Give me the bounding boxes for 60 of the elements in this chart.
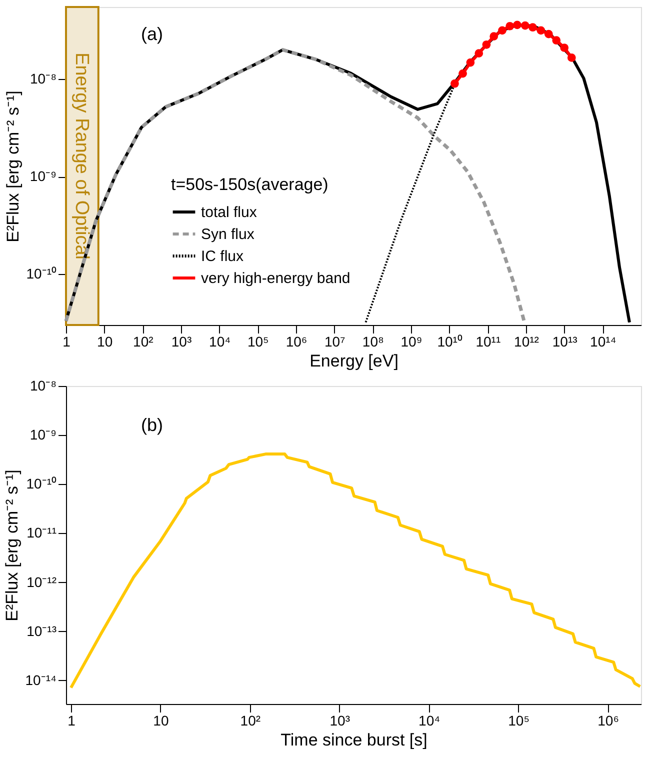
- y-tick-label: 10⁻¹²: [26, 574, 57, 590]
- x-tick-label: 10²: [240, 712, 261, 728]
- y-tick-label: 10⁻¹⁰: [26, 476, 56, 492]
- x-tick-label: 10⁹: [400, 334, 422, 350]
- point: [528, 23, 537, 32]
- annotation: (a): [141, 24, 163, 44]
- x-tick-label: 1: [62, 334, 71, 350]
- point: [498, 26, 506, 35]
- y-tick-label: 10⁻¹¹: [26, 524, 57, 541]
- y-axis-title: E²Flux [erg cm⁻² s⁻¹]: [3, 90, 22, 242]
- x-tick-label: 10⁴: [209, 334, 231, 350]
- x-tick-label: 10¹²: [514, 334, 540, 350]
- y-tick-label: 10⁻¹³: [26, 622, 57, 639]
- point: [520, 21, 530, 30]
- x-axis-title: Energy [eV]: [310, 352, 398, 370]
- annotation: (b): [141, 415, 163, 435]
- point: [536, 26, 546, 35]
- point: [458, 69, 467, 78]
- point: [506, 22, 514, 30]
- x-tick-label: 10²: [133, 334, 154, 350]
- x-tick-label: 10⁵: [247, 334, 269, 350]
- x-tick-label: 10¹³: [552, 334, 578, 350]
- point: [474, 49, 484, 58]
- x-tick-label: 10⁷: [324, 334, 346, 350]
- x-tick-label: 10³: [330, 712, 350, 728]
- point: [466, 58, 475, 67]
- x-axis-title: Time since burst [s]: [280, 730, 428, 750]
- y-tick-label: 10⁻⁸: [30, 70, 57, 87]
- y-axis-title: E²Flux [erg cm⁻² s⁻¹]: [2, 470, 22, 622]
- legend-title: t=50s-150s(average): [171, 175, 328, 194]
- y-tick-label: 10⁻⁹: [30, 426, 56, 443]
- x-tick-label: 10¹⁴: [590, 334, 616, 350]
- x-tick-label: 10⁶: [286, 334, 308, 350]
- x-tick-label: 10⁵: [508, 712, 530, 728]
- x-tick-label: 10¹⁰: [437, 334, 462, 350]
- point: [552, 36, 561, 45]
- point: [567, 54, 576, 62]
- y-tick-label: 10⁻⁸: [30, 378, 57, 394]
- point: [513, 20, 522, 30]
- legend-label: very high-energy band: [201, 270, 350, 287]
- x-tick-label: 10⁸: [362, 334, 384, 350]
- x-tick-label: 10⁴: [418, 712, 440, 728]
- x-tick-label: 10: [97, 334, 113, 350]
- point: [490, 32, 498, 41]
- point: [560, 44, 569, 52]
- y-tick-label: 10⁻¹⁰: [26, 266, 56, 282]
- legend-label: IC flux: [201, 248, 244, 265]
- legend-label: Syn flux: [201, 226, 255, 243]
- point: [450, 79, 459, 88]
- point: [544, 30, 553, 38]
- x-tick-label: 10⁶: [598, 712, 619, 728]
- x-tick-label: 10³: [171, 334, 192, 350]
- band-label: Energy Range of Optical: [71, 52, 92, 260]
- point: [482, 40, 491, 49]
- x-tick-label: 10: [153, 712, 169, 728]
- y-tick-label: 10⁻⁹: [30, 168, 56, 184]
- legend-label: total flux: [201, 204, 258, 221]
- x-tick-label: 1: [68, 712, 76, 728]
- x-tick-label: 10¹¹: [476, 334, 501, 350]
- y-tick-label: 10⁻¹⁴: [25, 672, 56, 688]
